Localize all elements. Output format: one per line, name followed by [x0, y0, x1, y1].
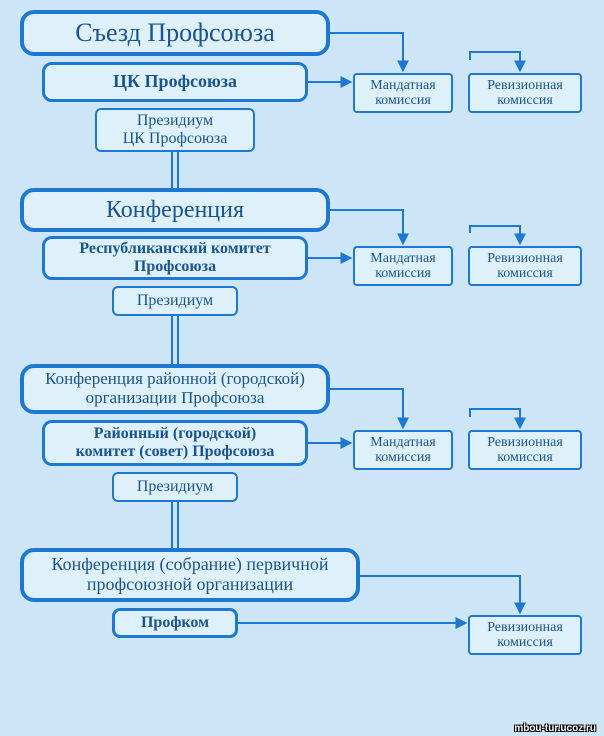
node-district-comm: Районный (городской) комитет (совет) Про…	[42, 420, 308, 466]
node-congress: Съезд Профсоюза	[20, 10, 330, 56]
node-profkom: Профком	[112, 608, 238, 638]
node-mandate-2: Мандатная комиссия	[353, 246, 453, 286]
node-presidium-ck: Президиум ЦК Профсоюза	[95, 108, 255, 152]
node-conf-district: Конференция районной (городской) организ…	[20, 364, 330, 414]
node-revision-1: Ревизионная комиссия	[468, 73, 582, 113]
node-revision-3: Ревизионная комиссия	[468, 430, 582, 470]
node-conf-primary: Конференция (собрание) первичной профсою…	[20, 548, 360, 602]
node-revision-4: Ревизионная комиссия	[468, 615, 582, 655]
node-revision-2: Ревизионная комиссия	[468, 246, 582, 286]
watermark: mbou-tur.ucoz.ru	[514, 723, 596, 734]
diagram-canvas: Съезд Профсоюза ЦК Профсоюза Президиум ЦК …	[0, 0, 604, 736]
node-presidium-2: Президиум	[112, 286, 238, 316]
node-presidium-3: Президиум	[112, 472, 238, 502]
node-ck: ЦК Профсоюза	[42, 62, 308, 102]
node-conference: Конференция	[20, 188, 330, 232]
node-mandate-1: Мандатная комиссия	[353, 73, 453, 113]
node-rep-committee: Республиканский комитет Профсоюза	[42, 236, 308, 280]
node-mandate-3: Мандатная комиссия	[353, 430, 453, 470]
